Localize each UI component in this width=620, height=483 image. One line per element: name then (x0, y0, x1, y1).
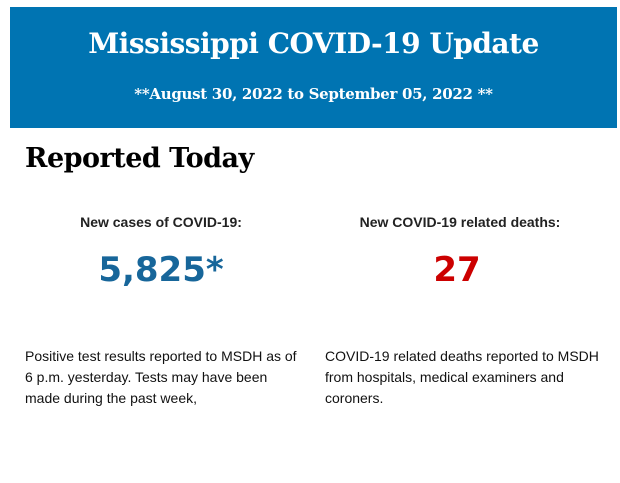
new-cases-label: New cases of COVID-19: (80, 214, 242, 230)
new-cases-value: 5,825* (98, 250, 224, 290)
new-cases-description: Positive test results reported to MSDH a… (25, 348, 297, 406)
new-deaths-value: 27 (433, 250, 481, 290)
header-banner: Mississippi COVID-19 Update **August 30,… (10, 7, 617, 128)
new-deaths-description: COVID-19 related deaths reported to MSDH… (325, 348, 599, 406)
date-range: **August 30, 2022 to September 05, 2022 … (134, 85, 493, 103)
new-deaths-label: New COVID-19 related deaths: (359, 214, 561, 230)
page-title: Mississippi COVID-19 Update (88, 27, 539, 60)
section-title: Reported Today (25, 143, 254, 174)
